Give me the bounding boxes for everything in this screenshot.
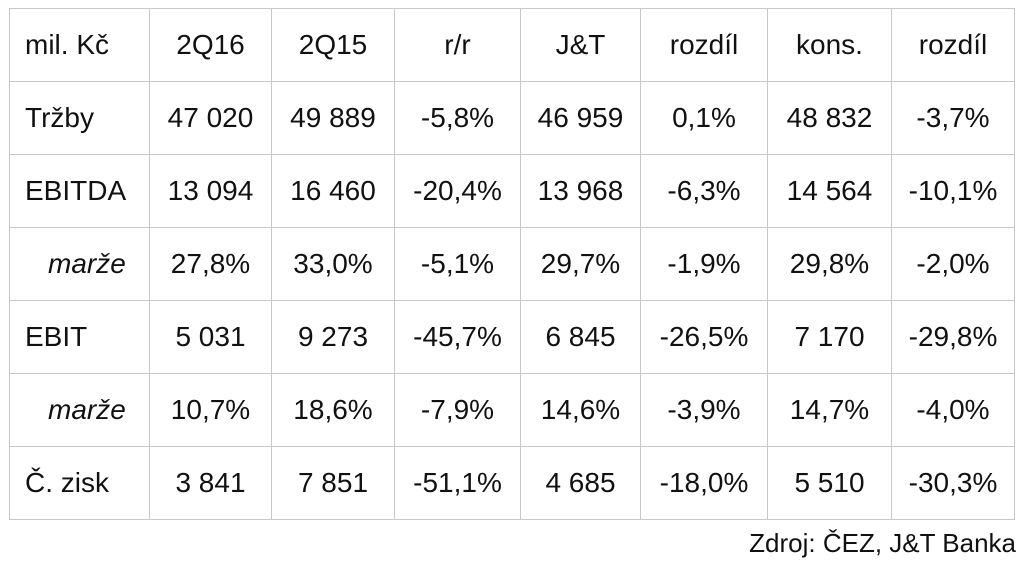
table-cell: -10,1% [891,154,1015,228]
header-cell-2q16: 2Q16 [149,8,272,82]
row-label: marže [9,373,150,447]
table-cell: -51,1% [394,446,521,520]
table-cell: 29,8% [767,227,892,301]
table-cell: 10,7% [149,373,272,447]
row-label: EBIT [9,300,150,374]
table-cell: -20,4% [394,154,521,228]
table-cell: 7 170 [767,300,892,374]
table-cell: -7,9% [394,373,521,447]
table-cell: -30,3% [891,446,1015,520]
table-cell: 14 564 [767,154,892,228]
table-cell: -3,7% [891,81,1015,155]
row-label: Č. zisk [9,446,150,520]
header-cell-diff-jt: rozdíl [640,8,768,82]
table-cell: 3 841 [149,446,272,520]
table-row: marže 10,7% 18,6% -7,9% 14,6% -3,9% 14,7% -4,0% [9,373,1015,447]
table-cell: 13 968 [520,154,641,228]
table-cell: -1,9% [640,227,768,301]
table-cell: 13 094 [149,154,272,228]
table-cell: -5,8% [394,81,521,155]
financial-results-table: mil. Kč 2Q16 2Q15 r/r J&T rozdíl kons. r… [9,8,1015,520]
row-label: EBITDA [9,154,150,228]
table-row: Č. zisk 3 841 7 851 -51,1% 4 685 -18,0% 5 510-… [9,446,1015,520]
financial-results-table-container: mil. Kč 2Q16 2Q15 r/r J&T rozdíl kons. r… [9,8,1015,520]
table-cell: 5 031 [149,300,272,374]
header-cell-2q15: 2Q15 [271,8,395,82]
table-cell: 48 832 [767,81,892,155]
table-cell: 29,7% [520,227,641,301]
header-cell-diff-consensus: rozdíl [891,8,1015,82]
table-cell: -45,7% [394,300,521,374]
header-cell-unit: mil. Kč [9,8,150,82]
table-row: EBITDA 13 094 16 460 -20,4% 13 968 -6,3% 14 56… [9,154,1015,228]
table-cell: 49 889 [271,81,395,155]
header-cell-consensus: kons. [767,8,892,82]
table-cell: 14,6% [520,373,641,447]
header-row: mil. Kč 2Q16 2Q15 r/r J&T rozdíl kons. r… [9,8,1015,82]
table-cell: 47 020 [149,81,272,155]
table-cell: 0,1% [640,81,768,155]
table-cell: 9 273 [271,300,395,374]
table-cell: -5,1% [394,227,521,301]
table-row: EBIT 5 031 9 273 -45,7% 6 845 -26,5% 7 170 -29,… [9,300,1015,374]
table-cell: -6,3% [640,154,768,228]
header-cell-jt-estimate: J&T [520,8,641,82]
table-cell: 4 685 [520,446,641,520]
table-cell: 14,7% [767,373,892,447]
table-row: Tržby 47 020 49 889 -5,8% 46 959 0,1% 48 832 -3… [9,81,1015,155]
table-cell: 33,0% [271,227,395,301]
table-cell: 16 460 [271,154,395,228]
row-label: marže [9,227,150,301]
source-note: Zdroj: ČEZ, J&T Banka [749,528,1016,558]
table-cell: -26,5% [640,300,768,374]
table-cell: 27,8% [149,227,272,301]
table-row: marže 27,8% 33,0% -5,1% 29,7% -1,9% 29,8% -2,0% [9,227,1015,301]
table-cell: 7 851 [271,446,395,520]
table-cell: 5 510 [767,446,892,520]
table-cell: -18,0% [640,446,768,520]
table-cell: -2,0% [891,227,1015,301]
table-body: mil. Kč 2Q16 2Q15 r/r J&T rozdíl kons. r… [9,8,1015,520]
header-cell-yoy: r/r [394,8,521,82]
table-cell: 6 845 [520,300,641,374]
row-label: Tržby [9,81,150,155]
table-cell: -29,8% [891,300,1015,374]
table-cell: 46 959 [520,81,641,155]
table-cell: -4,0% [891,373,1015,447]
table-cell: -3,9% [640,373,768,447]
table-cell: 18,6% [271,373,395,447]
